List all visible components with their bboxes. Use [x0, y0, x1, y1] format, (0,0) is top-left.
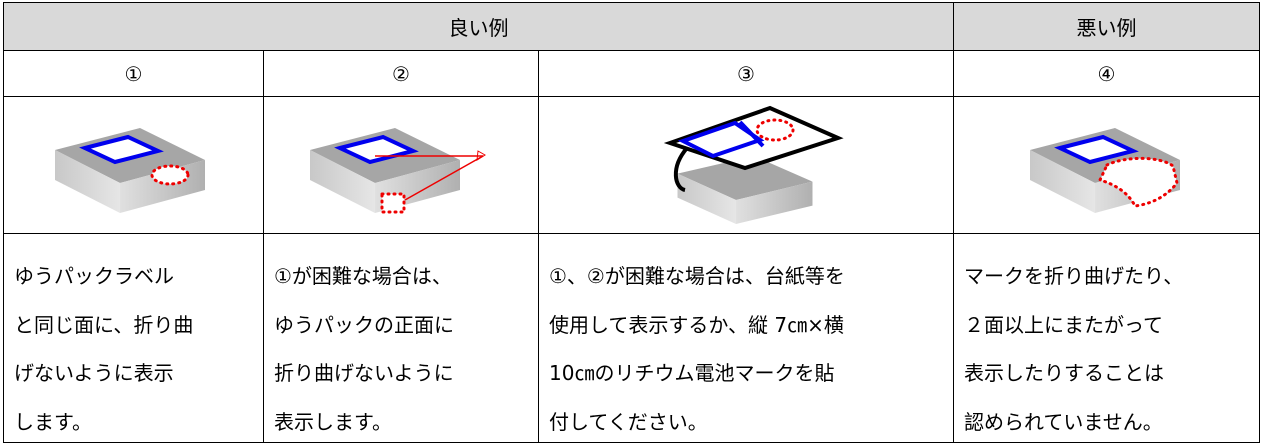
illustration-4 — [1030, 128, 1180, 213]
illustration-3 — [670, 108, 838, 224]
illustration-1 — [55, 128, 205, 213]
illustration-2 — [310, 128, 485, 213]
